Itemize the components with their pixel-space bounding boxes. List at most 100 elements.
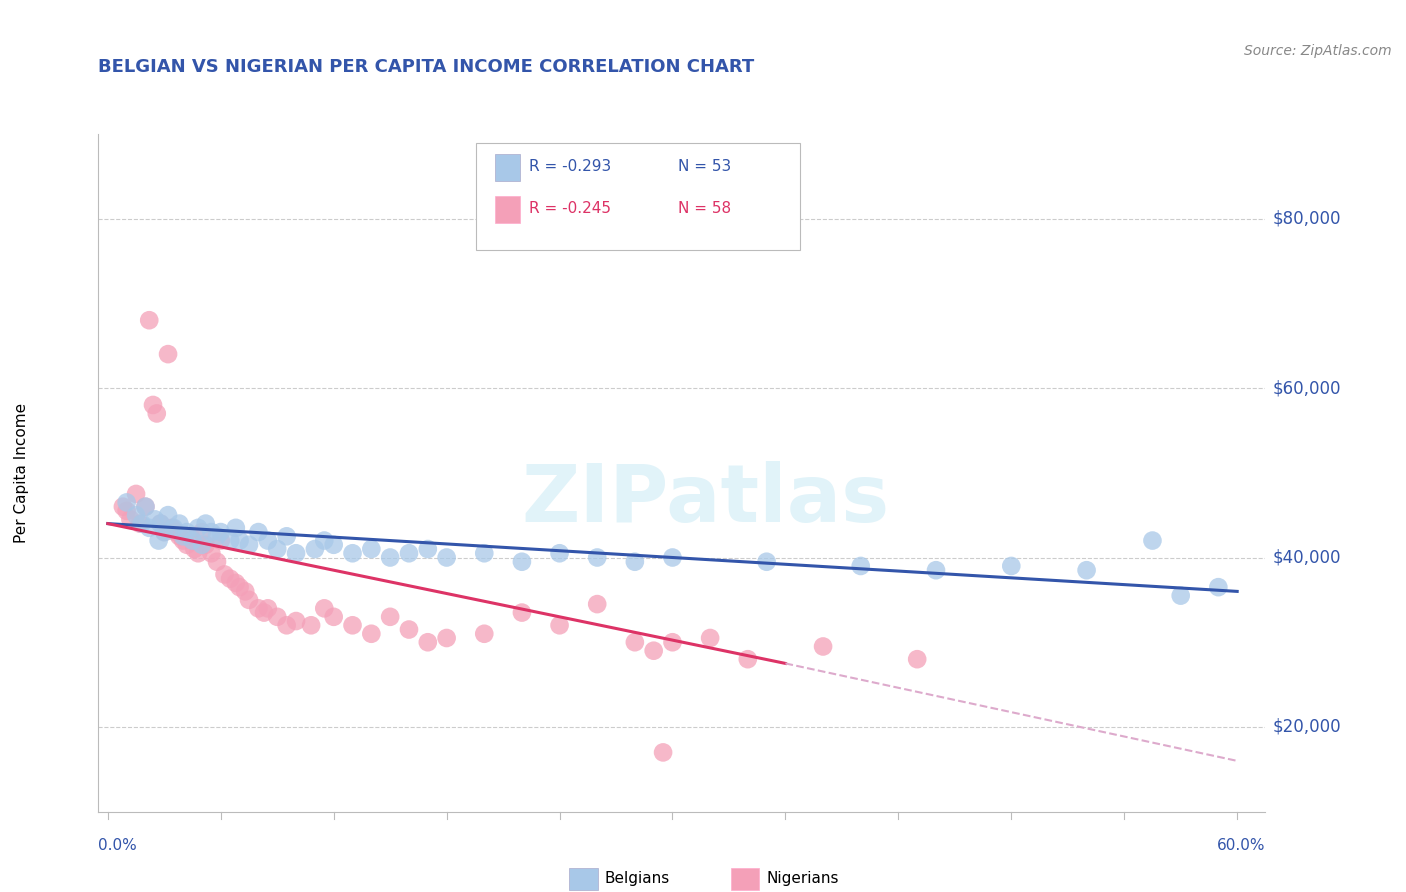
Point: [299, 618, 322, 632]
Point: [314, 533, 336, 548]
Point: [436, 550, 458, 565]
Point: [219, 572, 242, 586]
Point: [1208, 580, 1230, 594]
Point: [214, 567, 236, 582]
Point: [125, 487, 148, 501]
Point: [1170, 589, 1192, 603]
Point: [398, 623, 420, 637]
Point: [510, 555, 533, 569]
Point: [169, 529, 191, 543]
Point: [225, 576, 247, 591]
Point: [172, 529, 194, 543]
Point: [131, 516, 153, 531]
Point: [187, 521, 209, 535]
Point: [472, 626, 495, 640]
Point: [238, 538, 260, 552]
Point: [120, 512, 142, 526]
Point: [849, 558, 872, 573]
Point: [360, 541, 382, 557]
Point: [205, 529, 228, 543]
Text: BELGIAN VS NIGERIAN PER CAPITA INCOME CORRELATION CHART: BELGIAN VS NIGERIAN PER CAPITA INCOME CO…: [98, 58, 755, 76]
Point: [304, 541, 326, 557]
Point: [142, 398, 165, 412]
Point: [157, 508, 180, 522]
Point: [247, 524, 270, 539]
Point: [176, 538, 198, 552]
Point: [586, 550, 609, 565]
Point: [378, 610, 402, 624]
Point: [169, 516, 191, 531]
Point: [416, 635, 439, 649]
Point: [276, 618, 298, 632]
Point: [548, 546, 571, 560]
Point: [163, 521, 186, 535]
Point: [360, 626, 382, 640]
Point: [128, 516, 150, 531]
Point: [314, 601, 336, 615]
Point: [143, 512, 166, 526]
Point: [209, 533, 232, 548]
Text: Source: ZipAtlas.com: Source: ZipAtlas.com: [1244, 44, 1392, 58]
Point: [228, 533, 250, 548]
Text: Belgians: Belgians: [605, 871, 669, 886]
Text: N = 53: N = 53: [678, 160, 731, 175]
Point: [624, 555, 647, 569]
Point: [266, 541, 288, 557]
Point: [228, 580, 250, 594]
Point: [149, 516, 172, 531]
Point: [194, 516, 217, 531]
Point: [416, 541, 439, 557]
Point: [811, 640, 834, 654]
Text: 0.0%: 0.0%: [98, 838, 138, 854]
Text: ZIPatlas: ZIPatlas: [522, 461, 890, 539]
Point: [652, 746, 675, 760]
Point: [181, 533, 204, 548]
Point: [172, 533, 194, 548]
Point: [138, 521, 160, 535]
Point: [322, 538, 344, 552]
Point: [219, 533, 242, 548]
Point: [256, 533, 278, 548]
Point: [925, 563, 948, 577]
Point: [134, 500, 156, 514]
Text: Per Capita Income: Per Capita Income: [14, 402, 28, 543]
Point: [253, 606, 276, 620]
Text: N = 58: N = 58: [678, 201, 731, 216]
Point: [1000, 558, 1022, 573]
Point: [194, 538, 217, 552]
Point: [699, 631, 721, 645]
Text: $80,000: $80,000: [1272, 210, 1341, 227]
Point: [661, 550, 683, 565]
Point: [148, 533, 170, 548]
Point: [342, 546, 364, 560]
Point: [200, 524, 222, 539]
Point: [247, 601, 270, 615]
Text: 60.0%: 60.0%: [1218, 838, 1265, 854]
Point: [157, 347, 180, 361]
Point: [115, 495, 138, 509]
Point: [737, 652, 759, 666]
Text: R = -0.245: R = -0.245: [529, 201, 610, 216]
Point: [125, 508, 148, 522]
Point: [905, 652, 928, 666]
Point: [256, 601, 278, 615]
Point: [149, 516, 172, 531]
Point: [285, 546, 308, 560]
Text: $40,000: $40,000: [1272, 549, 1341, 566]
Text: Nigerians: Nigerians: [766, 871, 839, 886]
Point: [643, 644, 665, 658]
Text: $20,000: $20,000: [1272, 718, 1341, 736]
Point: [510, 606, 533, 620]
Point: [342, 618, 364, 632]
Point: [209, 524, 232, 539]
Point: [322, 610, 344, 624]
Point: [238, 592, 260, 607]
Point: [180, 529, 202, 543]
Point: [285, 614, 308, 628]
Point: [138, 313, 160, 327]
Point: [200, 546, 222, 560]
Point: [586, 597, 609, 611]
Point: [191, 538, 214, 552]
Point: [661, 635, 683, 649]
Point: [146, 406, 169, 420]
